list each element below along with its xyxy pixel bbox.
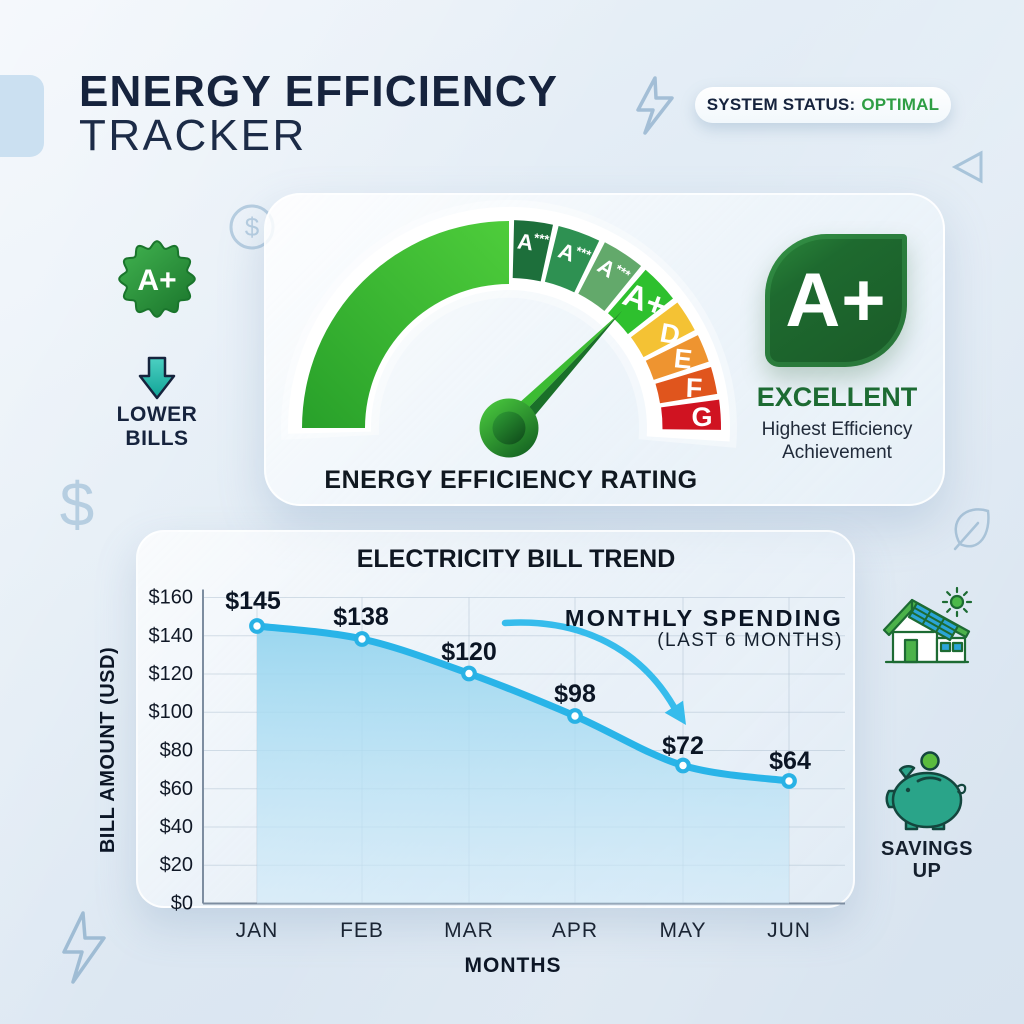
- svg-text:$160: $160: [149, 587, 194, 609]
- svg-text:$60: $60: [160, 778, 193, 800]
- svg-text:$20: $20: [160, 854, 193, 876]
- svg-text:FEB: FEB: [340, 919, 384, 942]
- svg-text:G: G: [691, 402, 712, 432]
- svg-text:$120: $120: [441, 638, 497, 666]
- svg-text:$64: $64: [769, 747, 811, 775]
- svg-text:$98: $98: [554, 680, 596, 708]
- svg-text:$40: $40: [160, 816, 193, 838]
- svg-text:$72: $72: [662, 732, 704, 760]
- svg-text:MONTHS: MONTHS: [465, 954, 562, 977]
- svg-text:$120: $120: [149, 663, 194, 685]
- svg-text:$: $: [245, 212, 260, 242]
- svg-text:JUN: JUN: [767, 919, 811, 942]
- svg-text:F: F: [685, 373, 703, 404]
- svg-text:$0: $0: [171, 893, 193, 915]
- svg-text:$138: $138: [333, 603, 389, 631]
- svg-text:A+: A+: [137, 264, 176, 297]
- svg-text:MONTHLY SPENDING: MONTHLY SPENDING: [565, 605, 843, 631]
- svg-text:$100: $100: [149, 701, 194, 723]
- svg-text:$140: $140: [149, 625, 194, 647]
- svg-text:MAR: MAR: [444, 919, 494, 942]
- svg-text:MAY: MAY: [660, 919, 707, 942]
- svg-text:$145: $145: [225, 587, 281, 615]
- svg-text:E: E: [672, 343, 693, 375]
- svg-text:$80: $80: [160, 740, 193, 762]
- svg-text:BILL AMOUNT (USD): BILL AMOUNT (USD): [100, 647, 119, 853]
- svg-text:JAN: JAN: [236, 919, 279, 942]
- svg-text:APR: APR: [552, 919, 598, 942]
- svg-text:(LAST 6 MONTHS): (LAST 6 MONTHS): [657, 630, 843, 651]
